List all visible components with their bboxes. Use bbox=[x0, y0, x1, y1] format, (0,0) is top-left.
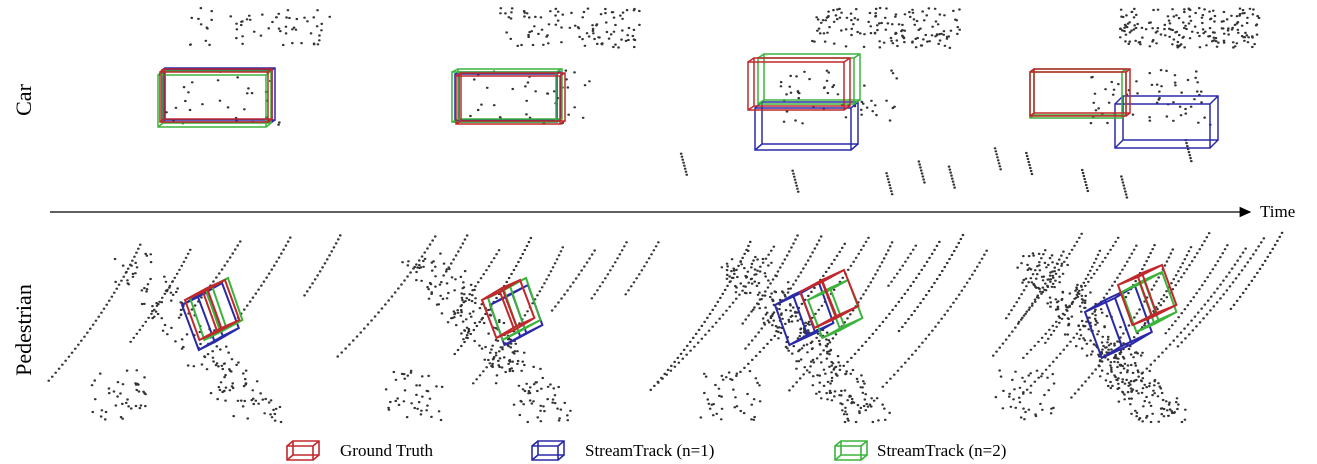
legend-label: Ground Truth bbox=[340, 441, 434, 460]
legend-label: StreamTrack (n=1) bbox=[585, 441, 714, 460]
bounding-box bbox=[452, 69, 562, 122]
bounding-box bbox=[755, 102, 858, 150]
lidar-points bbox=[681, 8, 960, 194]
legend: Ground Truth StreamTrack (n=1) StreamTrack… bbox=[287, 441, 1006, 460]
lidar-points bbox=[993, 233, 1282, 422]
lidar-points bbox=[470, 8, 640, 123]
legend-label: StreamTrack (n=2) bbox=[877, 441, 1006, 460]
axis-label: Time bbox=[1260, 202, 1295, 221]
row-label: Car bbox=[11, 83, 36, 115]
figure: Time Car Pedestrian Ground Truth StreamTr… bbox=[0, 0, 1317, 464]
bounding-box bbox=[160, 69, 272, 122]
bounding-box bbox=[162, 68, 275, 122]
boxes bbox=[158, 54, 1218, 358]
bounding-box bbox=[287, 441, 319, 460]
bounding-box bbox=[532, 441, 564, 460]
bounding-box bbox=[1030, 69, 1126, 118]
bounding-box bbox=[455, 72, 561, 122]
lidar-points bbox=[163, 8, 331, 125]
bounding-box bbox=[835, 441, 867, 460]
row-label: Pedestrian bbox=[11, 284, 36, 376]
bounding-box bbox=[456, 73, 565, 124]
